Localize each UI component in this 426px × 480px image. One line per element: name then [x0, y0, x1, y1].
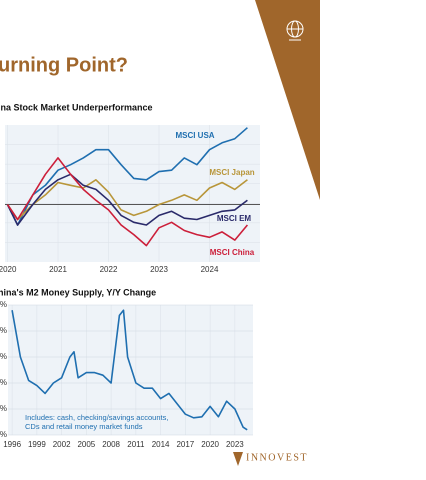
- x-tick-label: 2017: [176, 440, 194, 449]
- chart-title: hina's M2 Money Supply, Y/Y Change: [0, 287, 156, 297]
- x-tick-label: 2011: [127, 440, 145, 449]
- x-tick-label: 2005: [77, 440, 95, 449]
- series-label: MSCI China: [210, 248, 255, 257]
- logo-mark: [233, 452, 243, 466]
- x-tick-label: 2024: [201, 265, 219, 274]
- y-tick-label: 15%: [0, 378, 7, 387]
- x-tick-label: 1999: [28, 440, 46, 449]
- y-tick-label: 10%: [0, 404, 7, 413]
- x-tick-label: 2023: [226, 440, 244, 449]
- plot-area: [8, 305, 253, 435]
- series-line: [6, 157, 249, 247]
- x-tick-label: 1996: [3, 440, 21, 449]
- x-tick-label: 2008: [102, 440, 120, 449]
- chart-title: ina Stock Market Underperformance: [0, 102, 153, 112]
- annotation: Includes: cash, checking/savings account…: [25, 413, 168, 422]
- y-tick-label: 30%: [0, 300, 7, 309]
- y-tick-label: 20%: [0, 352, 7, 361]
- series-line: [6, 127, 248, 226]
- y-tick-label: 5%: [0, 430, 7, 439]
- x-tick-label: 2020: [201, 440, 219, 449]
- series-label: MSCI Japan: [209, 168, 254, 177]
- x-tick-label: 2020: [0, 265, 17, 274]
- series-label: MSCI USA: [175, 131, 214, 140]
- series-line: [6, 179, 248, 221]
- annotation: CDs and retail money market funds: [25, 422, 143, 431]
- y-tick-label: 25%: [0, 326, 7, 335]
- globe-icon: [286, 20, 304, 41]
- x-tick-label: 2022: [100, 265, 118, 274]
- x-tick-label: 2023: [150, 265, 168, 274]
- logo: INNOVEST: [246, 452, 308, 463]
- x-tick-label: 2002: [53, 440, 71, 449]
- series-line: [6, 173, 248, 226]
- slide-title: urning Point?: [0, 54, 128, 76]
- x-tick-label: 2014: [152, 440, 170, 449]
- banner: [255, 0, 320, 200]
- series-line: [11, 309, 248, 431]
- x-tick-label: 2021: [49, 265, 67, 274]
- series-label: MSCI EM: [217, 214, 252, 223]
- plot-area: [5, 125, 260, 262]
